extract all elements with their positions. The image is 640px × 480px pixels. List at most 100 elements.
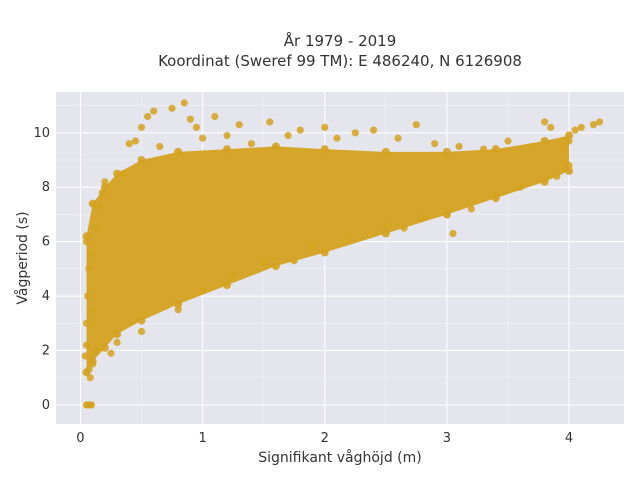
data-point (235, 121, 243, 129)
data-point (82, 319, 91, 327)
envelope-point (540, 177, 549, 186)
data-point (211, 112, 219, 121)
y-tick-label: 0 (42, 398, 50, 413)
envelope-point (223, 281, 232, 290)
data-point (223, 131, 231, 140)
data-point (144, 112, 152, 121)
data-point (479, 145, 488, 153)
x-tick-label: 0 (76, 431, 84, 446)
data-point (107, 349, 115, 357)
data-point (98, 189, 107, 197)
data-point (321, 123, 329, 131)
envelope-point (113, 169, 122, 178)
data-point (400, 224, 408, 232)
x-axis-ticks: 0 1 2 3 4 (76, 431, 573, 446)
data-point (528, 142, 536, 151)
data-point (565, 137, 573, 145)
data-point (260, 259, 268, 268)
data-point (553, 172, 561, 180)
data-point (101, 178, 109, 186)
x-tick-label: 4 (565, 431, 573, 446)
envelope-point (442, 147, 451, 156)
data-point (82, 238, 91, 246)
data-point (455, 142, 463, 151)
data-point (571, 126, 579, 134)
data-point (137, 327, 146, 336)
data-point (565, 161, 573, 170)
data-point (119, 170, 127, 178)
data-point (504, 137, 512, 145)
x-axis-label: Signifikant våghöjd (m) (258, 449, 421, 466)
data-point (290, 257, 298, 265)
data-point (85, 365, 93, 374)
envelope-point (491, 145, 500, 154)
data-point (351, 129, 359, 137)
y-tick-label: 10 (33, 126, 50, 141)
data-point (180, 99, 188, 107)
data-point (247, 140, 256, 148)
data-point (198, 134, 207, 142)
envelope-point (565, 166, 574, 175)
data-point (89, 306, 97, 314)
data-point (89, 360, 97, 368)
data-point (125, 140, 133, 148)
data-point (345, 232, 353, 240)
data-point (333, 134, 341, 142)
envelope-point (88, 199, 97, 208)
data-point (82, 341, 91, 349)
y-tick-label: 4 (42, 289, 50, 304)
data-point (369, 126, 378, 134)
data-point (137, 123, 146, 131)
chart-title-line-2: Koordinat (Sweref 99 TM): E 486240, N 61… (158, 52, 522, 70)
dense-point-cloud (86, 135, 570, 373)
envelope-point (137, 316, 146, 325)
data-point (516, 183, 524, 191)
data-point (229, 270, 237, 278)
data-point (95, 202, 103, 210)
envelope-point (113, 330, 122, 339)
data-point (113, 338, 121, 346)
data-point (198, 287, 207, 295)
data-point (266, 118, 274, 126)
envelope-point (540, 136, 549, 145)
envelope-point (320, 248, 329, 257)
y-tick-label: 2 (42, 344, 50, 359)
y-tick-label: 8 (42, 180, 50, 195)
data-point (84, 292, 92, 300)
data-point (192, 123, 201, 131)
data-point (91, 346, 99, 355)
envelope-point (381, 147, 390, 156)
data-point (150, 107, 158, 115)
data-point (547, 123, 555, 131)
data-point (296, 126, 304, 134)
data-point (412, 121, 420, 129)
data-point (559, 142, 567, 151)
data-point (443, 210, 451, 219)
data-point (382, 221, 390, 229)
envelope-point (565, 131, 574, 140)
data-point (87, 401, 96, 409)
data-point (91, 224, 99, 232)
envelope-point (137, 156, 146, 165)
data-point (174, 306, 182, 314)
envelope-point (100, 343, 109, 352)
envelope-point (271, 262, 280, 271)
data-point (81, 352, 89, 360)
envelope-point (223, 145, 232, 154)
x-tick-label: 1 (198, 431, 206, 446)
chart-title-line-1: År 1979 - 2019 (284, 31, 397, 50)
data-point (467, 205, 475, 213)
y-tick-label: 6 (42, 235, 50, 250)
data-point (86, 251, 94, 259)
data-point (284, 131, 292, 140)
data-point (308, 243, 317, 251)
y-axis-label: Vågperiod (s) (14, 211, 31, 304)
data-point (131, 137, 139, 145)
data-point (577, 123, 585, 131)
data-point (186, 115, 194, 123)
data-point (431, 140, 439, 148)
envelope-point (82, 232, 91, 241)
data-point (595, 118, 604, 126)
data-point (418, 213, 427, 221)
